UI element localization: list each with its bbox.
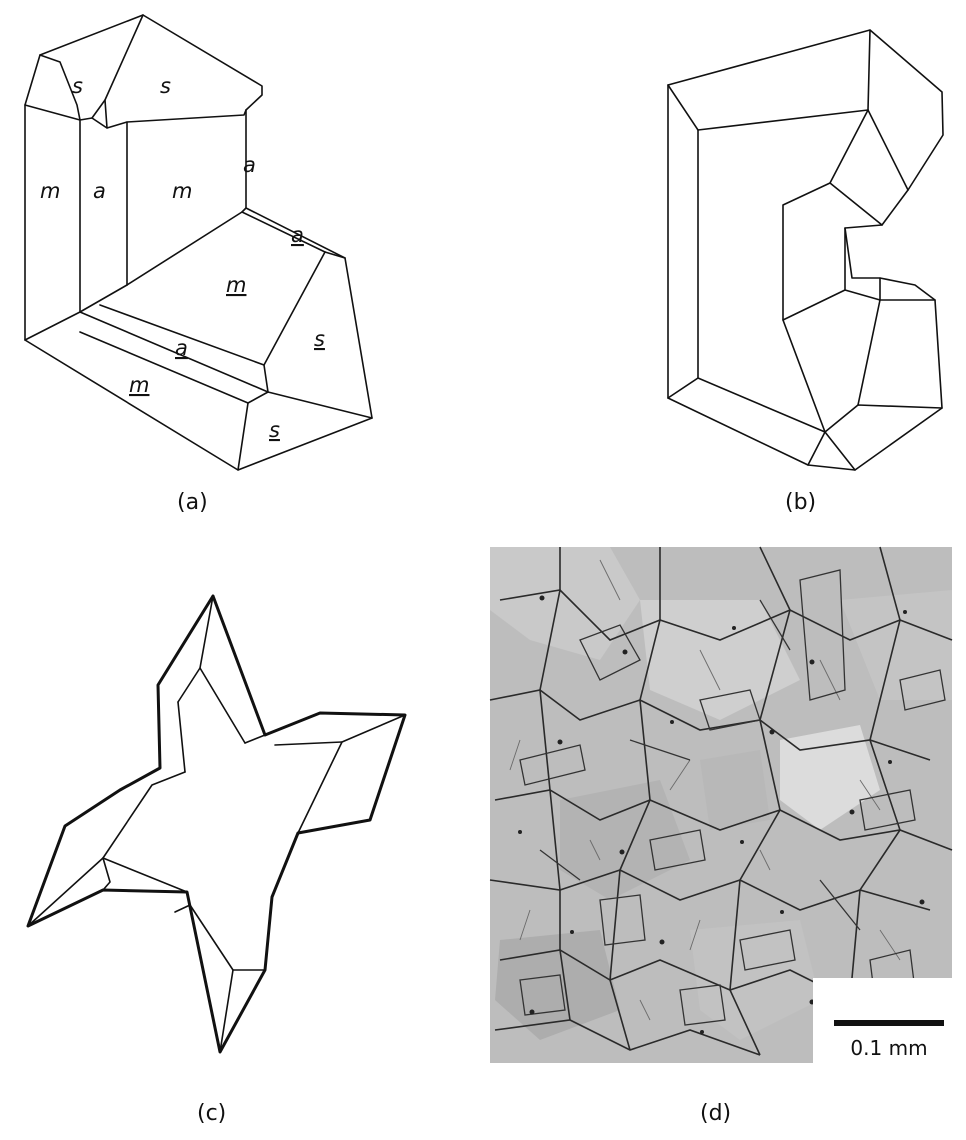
panel-d-twin-micrograph: 0.1 mm (d) [489, 546, 953, 1126]
panel-a-edges [24, 14, 373, 471]
panel-c-thick-edges [26, 594, 407, 1054]
face-label-m-center: m [172, 179, 192, 203]
face-label-s-twin-bottom: s [269, 418, 280, 442]
face-label-s-twin-right: s [314, 327, 325, 351]
panel-b-edges [667, 29, 944, 471]
panel-d-caption: (d) [700, 1101, 731, 1126]
panel-c-thin-edges [27, 595, 406, 1053]
panel-a-twinned-crystal-drawing: s s m a m a a m a m s s (a) [24, 14, 373, 515]
face-label-a-twin-bottom: a [175, 336, 188, 360]
panel-b-c-shaped-crystal-drawing: (b) [667, 29, 944, 515]
panel-b-caption: (b) [785, 490, 816, 515]
face-label-a-left: a [93, 179, 106, 203]
face-label-m-left: m [40, 179, 60, 203]
micrograph-pores [518, 595, 925, 1034]
panel-c-caption: (c) [197, 1101, 226, 1126]
face-label-s-right: s [160, 74, 171, 98]
panel-a-caption: (a) [177, 490, 208, 515]
face-label-s-left: s [72, 74, 83, 98]
face-label-m-twin-center: m [226, 273, 246, 297]
face-label-a-right: a [243, 153, 256, 177]
panel-c-star-crystal-drawing: (c) [26, 594, 407, 1126]
scale-bar-label: 0.1 mm [850, 1036, 927, 1060]
face-label-m-twin-bottom: m [129, 373, 149, 397]
micrograph-grain-boundaries [489, 546, 953, 1056]
face-label-a-twin-top: a [291, 223, 304, 247]
micrograph-twin-lamellae [519, 569, 946, 1026]
